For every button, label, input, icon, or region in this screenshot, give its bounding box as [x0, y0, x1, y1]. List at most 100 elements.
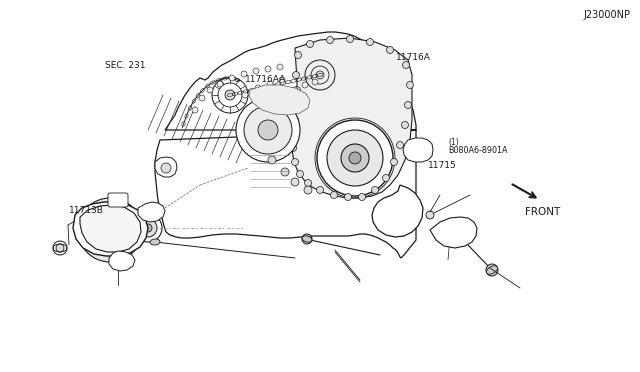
Circle shape [448, 225, 462, 239]
Circle shape [404, 102, 412, 109]
Circle shape [229, 75, 235, 81]
Circle shape [291, 158, 298, 166]
Circle shape [391, 211, 399, 219]
Polygon shape [155, 157, 177, 177]
Text: (1): (1) [448, 138, 459, 147]
Circle shape [426, 211, 434, 219]
Circle shape [317, 186, 323, 193]
Circle shape [403, 61, 410, 68]
Circle shape [144, 224, 152, 232]
Circle shape [302, 82, 308, 88]
Circle shape [291, 178, 299, 186]
Text: 11716AA: 11716AA [245, 76, 286, 84]
Circle shape [307, 41, 314, 48]
Ellipse shape [150, 239, 160, 245]
Polygon shape [80, 205, 141, 252]
Circle shape [253, 68, 259, 74]
Circle shape [78, 198, 142, 262]
Circle shape [294, 51, 301, 58]
Circle shape [294, 102, 301, 109]
Circle shape [401, 122, 408, 128]
Circle shape [302, 234, 312, 244]
Polygon shape [430, 217, 477, 248]
Polygon shape [155, 32, 416, 258]
Circle shape [236, 98, 300, 162]
Circle shape [199, 95, 205, 101]
Circle shape [147, 207, 157, 217]
Circle shape [292, 71, 300, 78]
Circle shape [349, 152, 361, 164]
Circle shape [387, 46, 394, 54]
Circle shape [292, 87, 298, 93]
Polygon shape [292, 38, 412, 198]
Circle shape [291, 116, 298, 124]
Circle shape [317, 120, 393, 196]
Circle shape [268, 156, 276, 164]
Ellipse shape [302, 236, 312, 242]
Circle shape [281, 168, 289, 176]
Circle shape [296, 170, 303, 177]
Circle shape [367, 38, 374, 45]
Polygon shape [109, 251, 135, 271]
Circle shape [304, 186, 312, 194]
Polygon shape [249, 85, 310, 115]
Circle shape [406, 81, 413, 89]
Circle shape [330, 192, 337, 199]
Circle shape [207, 87, 213, 93]
Circle shape [53, 241, 67, 255]
FancyBboxPatch shape [108, 193, 128, 207]
Circle shape [269, 97, 275, 103]
Ellipse shape [486, 266, 497, 274]
Circle shape [139, 219, 157, 237]
Circle shape [105, 225, 115, 235]
Circle shape [294, 87, 301, 93]
Text: 11715: 11715 [428, 161, 456, 170]
Circle shape [279, 77, 285, 83]
Circle shape [267, 81, 273, 87]
Circle shape [56, 244, 64, 252]
Text: B080A6-8901A: B080A6-8901A [448, 146, 508, 155]
Circle shape [277, 64, 283, 70]
Circle shape [117, 256, 127, 266]
Circle shape [390, 158, 397, 166]
Circle shape [451, 228, 458, 235]
Polygon shape [372, 185, 423, 237]
Text: SEC. 231: SEC. 231 [104, 61, 145, 70]
Circle shape [281, 92, 287, 98]
Polygon shape [138, 202, 165, 222]
Text: 11716A: 11716A [396, 53, 430, 62]
Circle shape [383, 174, 390, 182]
Circle shape [244, 106, 292, 154]
Circle shape [242, 92, 248, 98]
Circle shape [255, 85, 261, 91]
Text: FRONT: FRONT [525, 207, 560, 217]
Circle shape [225, 90, 235, 100]
Circle shape [257, 102, 263, 108]
Circle shape [134, 214, 162, 242]
Circle shape [371, 186, 378, 193]
Circle shape [397, 141, 403, 148]
Circle shape [341, 144, 369, 172]
Circle shape [265, 66, 271, 72]
Circle shape [192, 107, 198, 113]
Circle shape [358, 193, 365, 201]
Circle shape [387, 207, 403, 223]
Polygon shape [403, 138, 433, 162]
Circle shape [289, 144, 296, 151]
Circle shape [316, 71, 324, 79]
Circle shape [413, 145, 423, 155]
Circle shape [486, 264, 498, 276]
Polygon shape [73, 202, 148, 256]
Circle shape [97, 217, 123, 243]
Circle shape [161, 163, 171, 173]
Circle shape [217, 81, 223, 87]
Circle shape [327, 130, 383, 186]
Circle shape [241, 71, 247, 77]
Circle shape [289, 131, 296, 138]
Circle shape [312, 79, 318, 85]
Circle shape [326, 36, 333, 44]
Circle shape [346, 35, 353, 42]
Text: 11713B: 11713B [69, 206, 104, 215]
Circle shape [305, 180, 312, 186]
Text: J23000NP: J23000NP [584, 10, 630, 20]
